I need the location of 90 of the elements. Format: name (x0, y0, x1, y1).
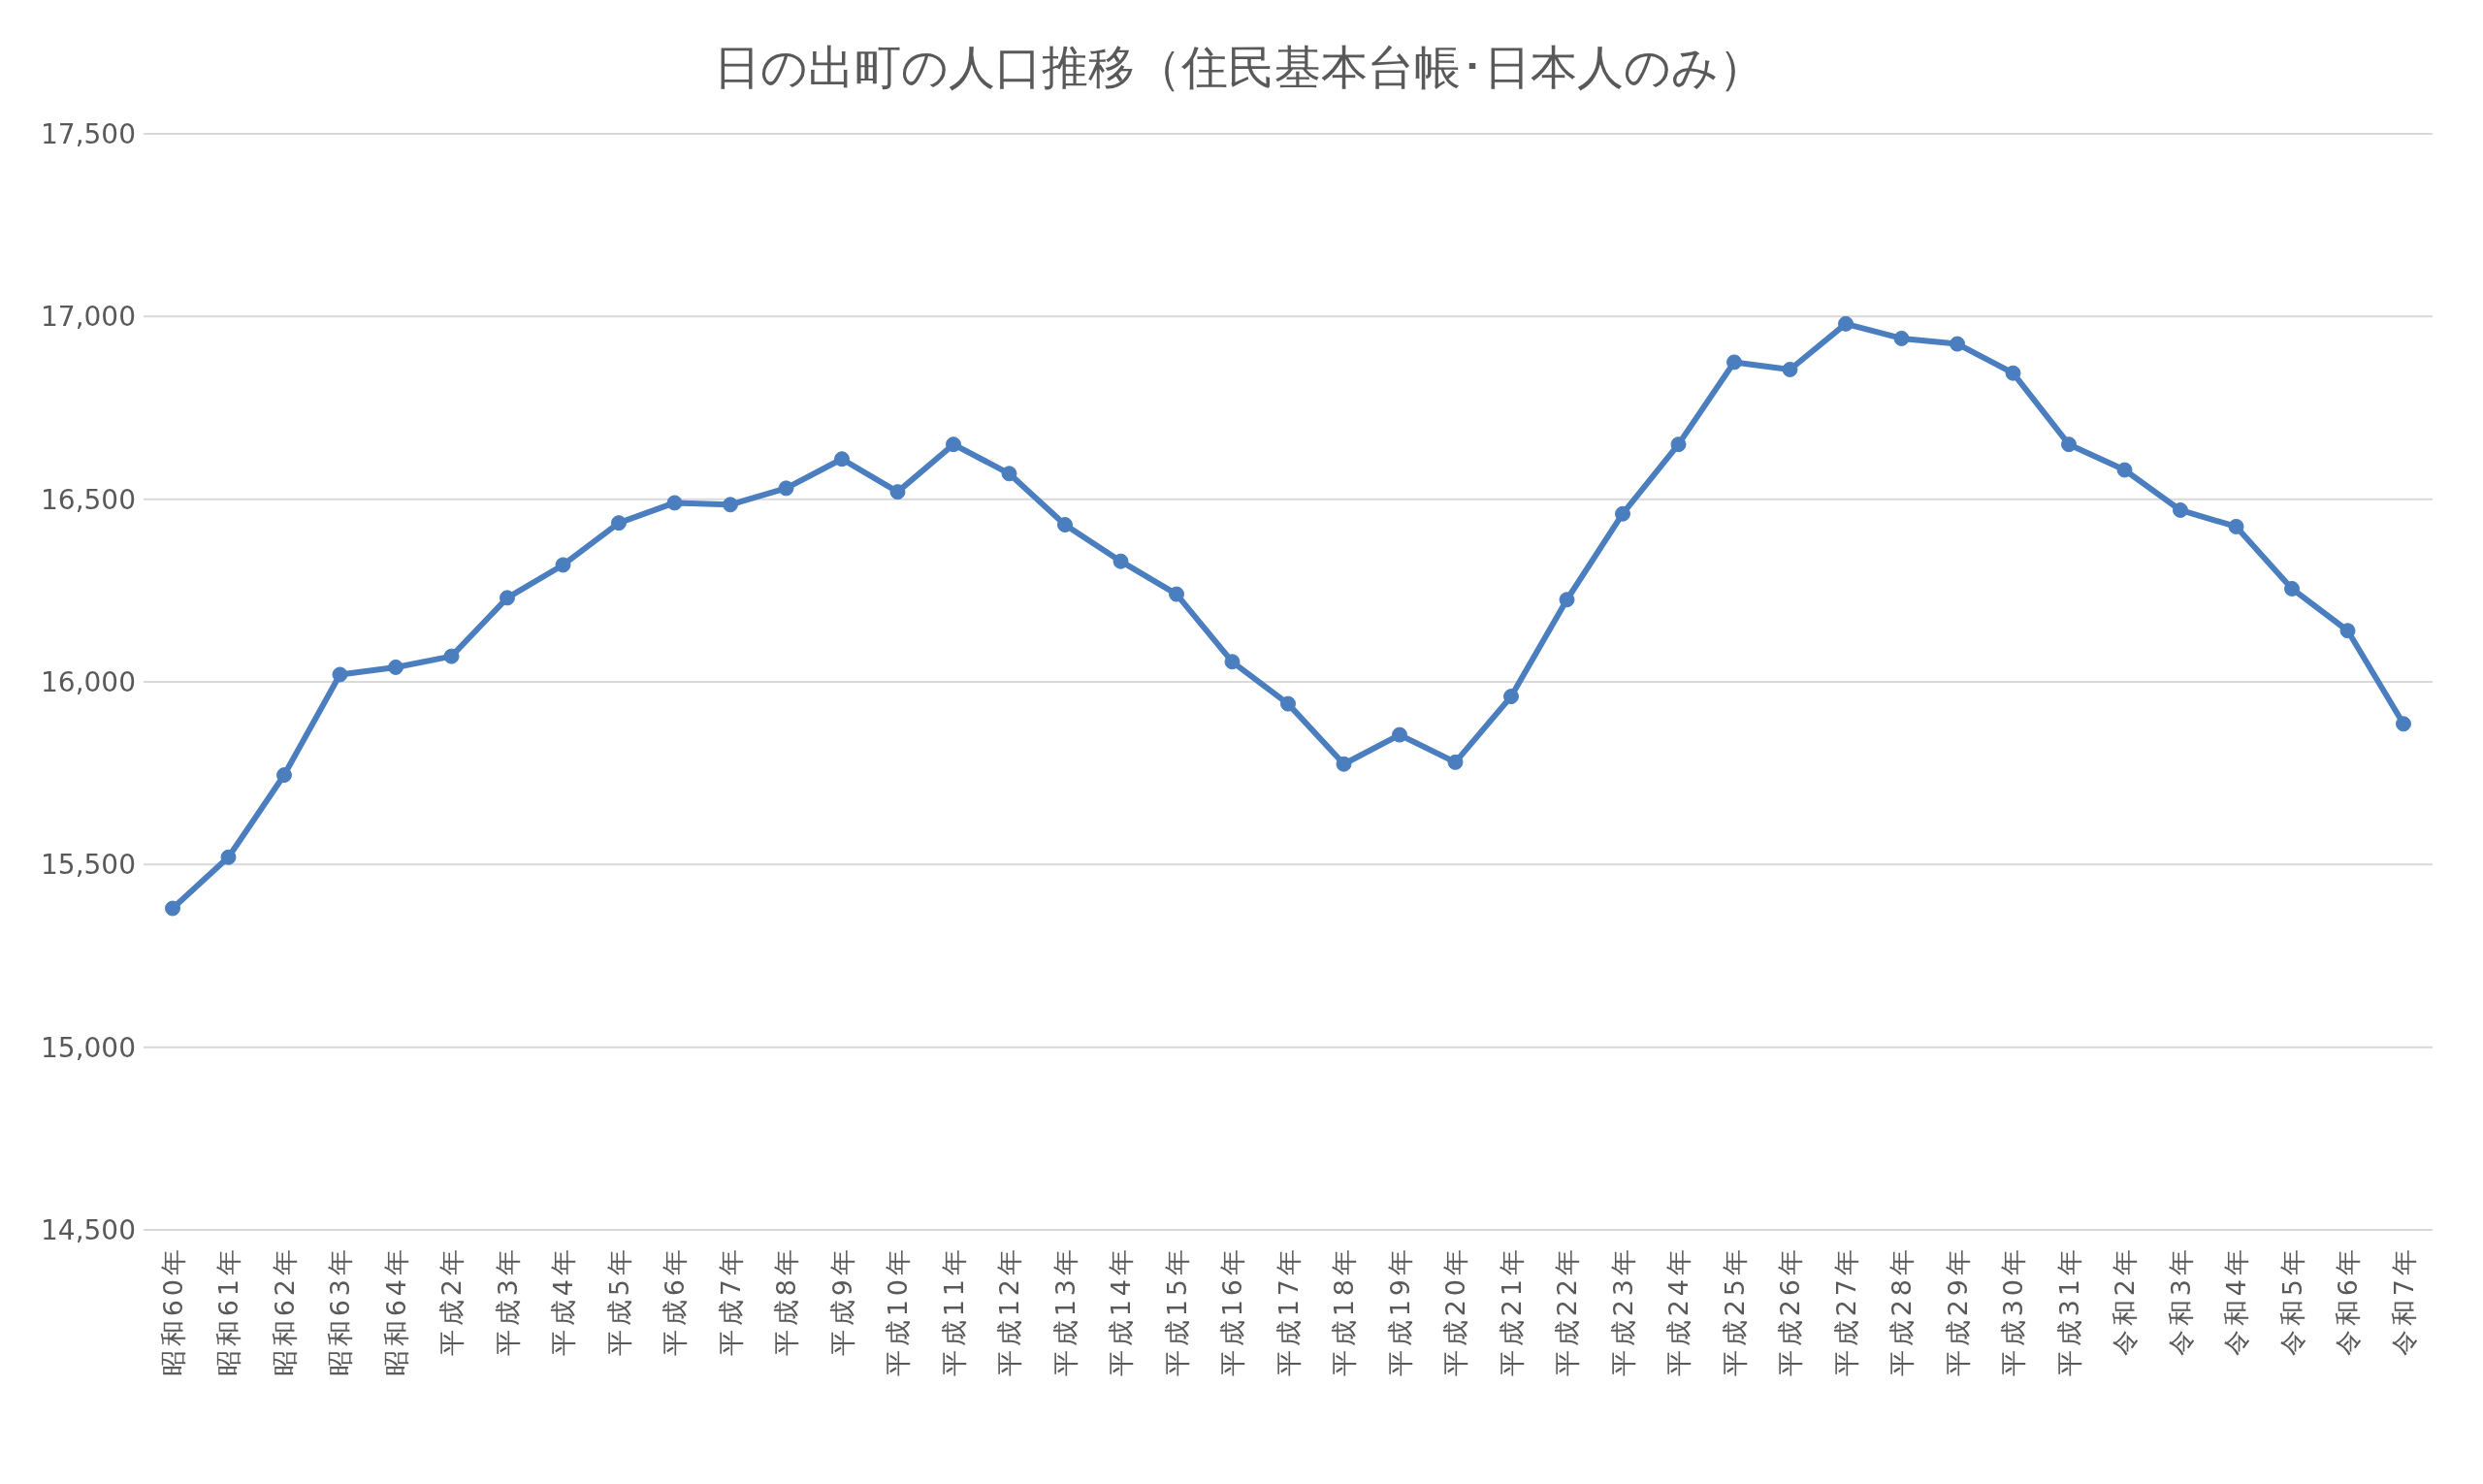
point (1950, 336, 1965, 352)
x-tick-label: 令和3年 (2165, 1245, 2196, 1357)
point (834, 451, 850, 468)
x-tick-label: 平成30年 (1998, 1245, 2028, 1377)
x-tick-label: 平成15年 (1161, 1245, 1192, 1377)
x-tick-label: 平成26年 (1775, 1245, 1805, 1377)
x-tick-label: 平成24年 (1663, 1245, 1693, 1377)
point (2116, 462, 2133, 478)
point (2284, 580, 2300, 597)
x-tick-label: 平成9年 (826, 1245, 857, 1357)
point (889, 484, 906, 500)
point (946, 436, 961, 453)
point (1169, 586, 1184, 602)
x-tick-label: 平成10年 (883, 1245, 913, 1377)
point (1782, 361, 1798, 377)
x-tick-label: 平成16年 (1217, 1245, 1247, 1377)
point (1503, 689, 1519, 705)
x-tick-label: 昭和60年 (157, 1245, 188, 1377)
point (1893, 330, 1910, 346)
point (165, 900, 180, 917)
point (1113, 553, 1129, 569)
point (1838, 315, 1854, 332)
y-tick-label: 16,500 (41, 483, 136, 516)
point (500, 590, 515, 606)
x-tick-label: 平成29年 (1942, 1245, 1973, 1377)
x-tick-label: 平成14年 (1106, 1245, 1136, 1377)
y-tick-label: 15,500 (41, 849, 136, 882)
x-tick-label: 平成8年 (771, 1245, 801, 1357)
point (2396, 716, 2411, 732)
point (611, 515, 627, 532)
point (2339, 623, 2356, 639)
point (388, 659, 403, 675)
y-tick-label: 17,000 (41, 301, 136, 334)
chart-title: 日の出町の人口推移（住民基本台帳･日本人のみ） (713, 39, 1766, 96)
point (1280, 695, 1296, 712)
point (1392, 726, 1407, 743)
x-tick-label: 平成17年 (1273, 1245, 1304, 1377)
x-tick-label: 平成2年 (436, 1245, 467, 1357)
x-tick-label: 平成6年 (660, 1245, 690, 1357)
x-tick-label: 昭和61年 (213, 1245, 243, 1377)
point (2005, 365, 2021, 381)
x-tick-label: 令和7年 (2388, 1245, 2419, 1357)
y-tick-label: 15,000 (41, 1031, 136, 1064)
point (1001, 466, 1017, 482)
point (1559, 592, 1575, 608)
x-tick-label: 昭和62年 (269, 1245, 300, 1377)
x-tick-label: 平成20年 (1440, 1245, 1470, 1377)
point (555, 557, 571, 573)
x-tick-label: 平成5年 (603, 1245, 634, 1357)
point (332, 666, 348, 683)
point (1726, 354, 1742, 371)
y-tick-label: 17,500 (41, 117, 136, 150)
point (723, 497, 738, 513)
point (276, 767, 292, 784)
point (2061, 436, 2077, 453)
x-tick-label: 平成13年 (1049, 1245, 1080, 1377)
x-tick-label: 平成7年 (715, 1245, 746, 1357)
x-tick-label: 平成25年 (1719, 1245, 1750, 1377)
x-tick-label: 平成27年 (1830, 1245, 1861, 1377)
point (1615, 505, 1630, 522)
point (1447, 754, 1464, 770)
point (220, 849, 237, 865)
point (2228, 518, 2244, 534)
x-tick-label: 平成11年 (938, 1245, 969, 1377)
x-tick-label: 令和5年 (2276, 1245, 2307, 1357)
point (666, 495, 683, 511)
point (443, 648, 460, 664)
x-tick-label: 平成23年 (1607, 1245, 1638, 1377)
point (1057, 517, 1073, 533)
x-tick-label: 令和4年 (2221, 1245, 2251, 1357)
x-tick-label: 平成3年 (492, 1245, 523, 1357)
x-tick-label: 平成22年 (1552, 1245, 1582, 1377)
x-tick-label: 令和6年 (2333, 1245, 2363, 1357)
point (2173, 501, 2188, 518)
x-tick-label: 平成28年 (1886, 1245, 1917, 1377)
x-tick-label: 平成12年 (994, 1245, 1024, 1377)
point (1336, 756, 1352, 772)
x-tick-label: 昭和64年 (380, 1245, 411, 1377)
y-tick-label: 16,000 (41, 665, 136, 698)
x-tick-label: 平成18年 (1329, 1245, 1359, 1377)
y-tick-label: 14,500 (41, 1213, 136, 1246)
x-tick-label: 昭和63年 (325, 1245, 355, 1377)
x-tick-label: 平成4年 (548, 1245, 578, 1357)
point (778, 480, 794, 497)
point (1670, 436, 1687, 453)
point (1224, 654, 1241, 670)
x-tick-label: 平成31年 (2053, 1245, 2084, 1377)
x-tick-label: 令和2年 (2110, 1245, 2140, 1357)
x-tick-label: 平成19年 (1384, 1245, 1415, 1377)
x-tick-label: 平成21年 (1496, 1245, 1527, 1377)
